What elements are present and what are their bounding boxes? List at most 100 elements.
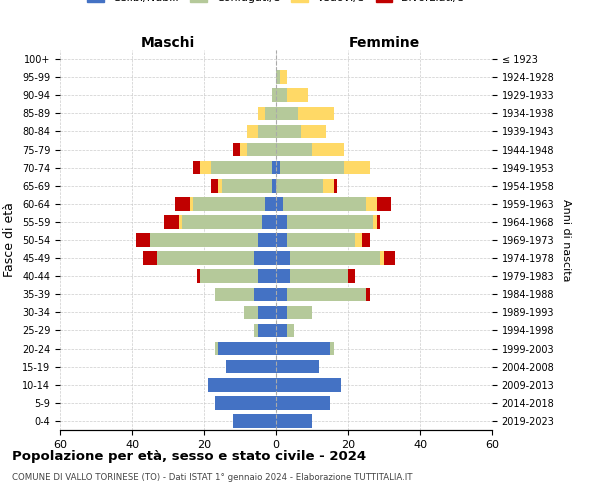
Y-axis label: Anni di nascita: Anni di nascita <box>561 198 571 281</box>
Bar <box>179 215 182 228</box>
Bar <box>355 233 362 247</box>
Bar <box>276 306 287 319</box>
Bar <box>298 106 334 120</box>
Bar <box>330 342 334 355</box>
Bar <box>150 233 258 247</box>
Bar <box>218 179 222 192</box>
Bar <box>380 252 384 265</box>
Text: Maschi: Maschi <box>141 36 195 50</box>
Bar <box>258 233 276 247</box>
Bar <box>272 179 276 192</box>
Bar <box>265 106 276 120</box>
Bar <box>276 197 283 210</box>
Bar <box>240 142 247 156</box>
Bar <box>211 161 272 174</box>
Bar <box>301 124 326 138</box>
Bar <box>254 324 258 338</box>
Bar <box>233 414 276 428</box>
Bar <box>200 161 211 174</box>
Bar <box>366 288 370 301</box>
Bar <box>377 197 391 210</box>
Bar <box>276 215 287 228</box>
Bar <box>287 215 373 228</box>
Bar <box>254 288 276 301</box>
Bar <box>175 197 190 210</box>
Bar <box>362 233 370 247</box>
Bar <box>197 270 200 283</box>
Bar <box>276 161 280 174</box>
Bar <box>287 306 312 319</box>
Bar <box>348 270 355 283</box>
Bar <box>208 378 276 392</box>
Bar <box>276 270 290 283</box>
Bar <box>258 106 265 120</box>
Bar <box>258 324 276 338</box>
Bar <box>193 197 265 210</box>
Bar <box>366 197 377 210</box>
Bar <box>276 288 287 301</box>
Bar <box>276 396 330 409</box>
Bar <box>323 179 334 192</box>
Bar <box>276 179 323 192</box>
Y-axis label: Fasce di età: Fasce di età <box>4 202 16 278</box>
Bar <box>377 215 380 228</box>
Bar <box>272 88 276 102</box>
Bar <box>247 142 276 156</box>
Bar <box>200 270 258 283</box>
Bar <box>287 233 355 247</box>
Bar <box>276 324 287 338</box>
Bar <box>287 88 308 102</box>
Bar <box>287 288 366 301</box>
Bar <box>182 215 262 228</box>
Bar <box>258 306 276 319</box>
Legend: Celibi/Nubili, Coniugati/e, Vedovi/e, Divorziati/e: Celibi/Nubili, Coniugati/e, Vedovi/e, Di… <box>84 0 468 6</box>
Bar <box>226 360 276 374</box>
Bar <box>136 233 150 247</box>
Text: COMUNE DI VALLO TORINESE (TO) - Dati ISTAT 1° gennaio 2024 - Elaborazione TUTTIT: COMUNE DI VALLO TORINESE (TO) - Dati IST… <box>12 472 413 482</box>
Bar <box>290 252 380 265</box>
Bar <box>283 197 366 210</box>
Bar <box>265 197 276 210</box>
Bar <box>276 360 319 374</box>
Bar <box>262 215 276 228</box>
Bar <box>276 252 290 265</box>
Bar <box>276 378 341 392</box>
Bar <box>157 252 254 265</box>
Bar <box>276 106 298 120</box>
Bar <box>287 324 294 338</box>
Bar <box>258 124 276 138</box>
Bar <box>276 414 312 428</box>
Bar <box>254 252 276 265</box>
Bar <box>215 396 276 409</box>
Bar <box>258 270 276 283</box>
Bar <box>312 142 344 156</box>
Bar <box>211 179 218 192</box>
Bar <box>247 124 258 138</box>
Bar <box>218 342 276 355</box>
Bar <box>272 161 276 174</box>
Bar <box>276 142 312 156</box>
Text: Popolazione per età, sesso e stato civile - 2024: Popolazione per età, sesso e stato civil… <box>12 450 366 463</box>
Bar <box>190 197 193 210</box>
Bar <box>222 179 272 192</box>
Bar <box>276 233 287 247</box>
Bar <box>193 161 200 174</box>
Bar <box>280 70 287 84</box>
Bar <box>276 124 301 138</box>
Bar <box>290 270 348 283</box>
Bar <box>143 252 157 265</box>
Bar <box>276 70 280 84</box>
Bar <box>344 161 370 174</box>
Bar <box>164 215 179 228</box>
Bar <box>215 288 254 301</box>
Bar <box>280 161 344 174</box>
Bar <box>233 142 240 156</box>
Bar <box>373 215 377 228</box>
Bar <box>334 179 337 192</box>
Bar <box>276 88 287 102</box>
Bar <box>276 342 330 355</box>
Bar <box>244 306 258 319</box>
Text: Femmine: Femmine <box>349 36 419 50</box>
Bar <box>215 342 218 355</box>
Bar <box>384 252 395 265</box>
